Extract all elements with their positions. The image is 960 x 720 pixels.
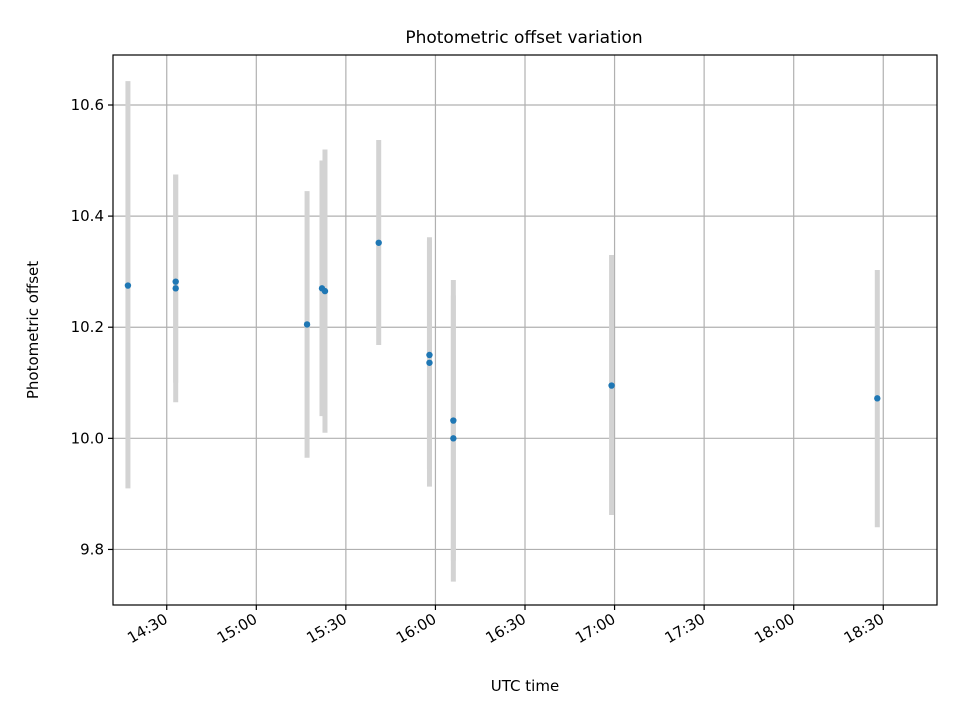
error-bars [125, 81, 880, 582]
x-tick-label: 14:30 [124, 610, 170, 647]
x-tick-label: 16:30 [483, 610, 529, 647]
data-point [303, 321, 311, 328]
y-axis-label: Photometric offset [24, 261, 42, 399]
data-point [426, 359, 433, 366]
y-tick-label: 9.8 [80, 540, 104, 558]
x-axis-label: UTC time [491, 677, 559, 695]
data-point [450, 417, 457, 424]
y-axis: 9.8 10.0 10.2 10.4 10.6 [71, 96, 113, 558]
y-tick-label: 10.2 [71, 318, 104, 336]
data-point [426, 351, 433, 359]
data-point [450, 435, 457, 442]
y-tick-label: 10.4 [71, 207, 104, 225]
data-point [874, 395, 881, 402]
x-tick-label: 15:00 [214, 610, 260, 647]
data-point [375, 239, 382, 246]
y-tick-label: 10.6 [71, 96, 104, 114]
x-tick-label: 18:00 [751, 610, 797, 647]
y-tick-label: 10.0 [71, 429, 104, 447]
data-point [321, 287, 329, 295]
x-tick-label: 17:30 [662, 610, 708, 647]
data-point [172, 278, 179, 285]
x-tick-label: 18:30 [841, 610, 887, 647]
x-tick-label: 15:30 [303, 610, 349, 647]
x-tick-label: 17:00 [572, 610, 618, 647]
x-tick-label: 16:00 [393, 610, 439, 647]
data-point [124, 282, 132, 289]
grid [113, 55, 937, 605]
data-points [124, 239, 881, 442]
data-point [172, 285, 179, 292]
x-axis: 14:30 15:00 15:30 16:00 16:30 17:00 17:30 18:00… [124, 605, 887, 647]
chart-title: Photometric offset variation [405, 28, 642, 48]
data-point [608, 382, 615, 389]
